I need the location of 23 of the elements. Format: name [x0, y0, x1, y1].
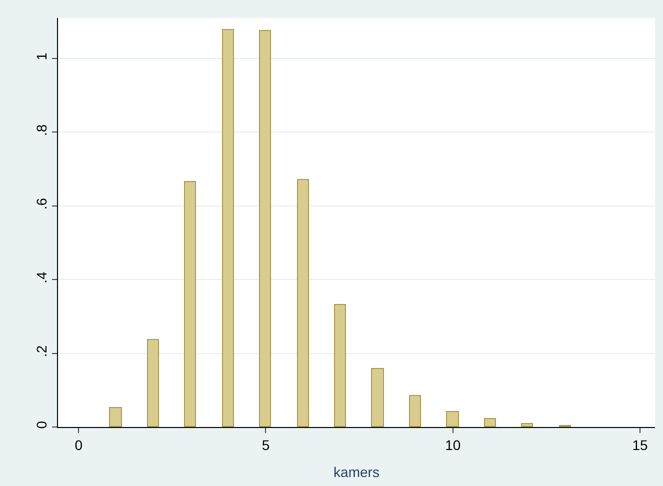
x-axis-title: kamers: [334, 464, 380, 480]
bar: [259, 30, 271, 427]
x-tick-label: 10: [445, 436, 461, 453]
y-tick-label: .2: [33, 345, 50, 358]
bar: [297, 179, 309, 427]
y-tick-label: .6: [33, 198, 50, 210]
bar: [222, 29, 234, 427]
x-tick-label: 5: [262, 436, 270, 453]
bar: [371, 368, 384, 427]
y-tick-label: 0: [33, 420, 50, 429]
bar: [446, 411, 459, 427]
bar: [334, 304, 346, 427]
x-tick-label: 15: [632, 436, 648, 453]
bar: [521, 423, 533, 427]
bar: [484, 418, 496, 427]
bar: [147, 339, 159, 427]
y-tick-label: .8: [33, 124, 50, 136]
y-tick-label: .4: [33, 271, 50, 284]
bar: [184, 181, 196, 427]
bar: [409, 395, 421, 427]
x-tick-label: 0: [74, 436, 83, 453]
y-tick-label: 1: [33, 52, 50, 60]
bar: [109, 407, 122, 427]
